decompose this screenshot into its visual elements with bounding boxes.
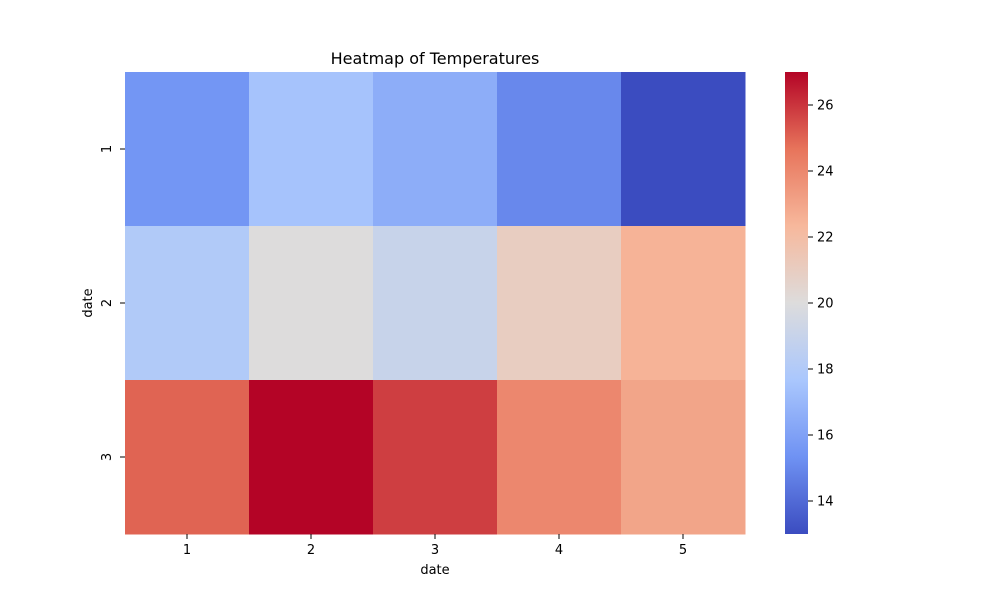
colorbar-tick-label: 24 bbox=[817, 165, 834, 180]
colorbar-tick-label: 14 bbox=[817, 495, 834, 510]
colorbar-tick-label: 18 bbox=[817, 363, 834, 378]
x-tick-label: 2 bbox=[307, 543, 315, 558]
y-axis-label: date bbox=[81, 288, 96, 317]
heatmap-cell bbox=[497, 72, 622, 227]
heatmap-cell bbox=[125, 380, 250, 535]
x-axis-ticks: 1 2 3 4 5 bbox=[183, 534, 687, 558]
heatmap-cell bbox=[249, 226, 374, 381]
heatmap-cell bbox=[249, 72, 374, 227]
colorbar bbox=[785, 72, 808, 534]
heatmap-cell bbox=[249, 380, 374, 535]
x-tick-label: 5 bbox=[679, 543, 687, 558]
heatmap-cells bbox=[125, 72, 746, 535]
colorbar-tick-label: 20 bbox=[817, 297, 834, 312]
x-tick-label: 3 bbox=[431, 543, 439, 558]
x-axis-label: date bbox=[420, 563, 449, 578]
x-tick-label: 1 bbox=[183, 543, 191, 558]
heatmap-cell bbox=[373, 72, 498, 227]
heatmap-cell bbox=[125, 72, 250, 227]
heatmap-cell bbox=[621, 380, 746, 535]
y-tick-label: 2 bbox=[100, 299, 115, 307]
heatmap-cell bbox=[373, 226, 498, 381]
heatmap-cell bbox=[373, 380, 498, 535]
heatmap-cell bbox=[621, 226, 746, 381]
heatmap-cell bbox=[497, 226, 622, 381]
chart-title: Heatmap of Temperatures bbox=[331, 49, 540, 68]
colorbar-tick-label: 16 bbox=[817, 429, 834, 444]
heatmap-cell bbox=[621, 72, 746, 227]
colorbar-tick-label: 22 bbox=[817, 231, 834, 246]
x-tick-label: 4 bbox=[555, 543, 563, 558]
y-tick-label: 3 bbox=[100, 453, 115, 461]
y-axis-ticks: 1 2 3 bbox=[100, 145, 125, 461]
colorbar-ticks: 14 16 18 20 22 24 26 bbox=[808, 99, 834, 510]
heatmap-cell bbox=[125, 226, 250, 381]
y-tick-label: 1 bbox=[100, 145, 115, 153]
colorbar-tick-label: 26 bbox=[817, 99, 834, 114]
heatmap-cell bbox=[497, 380, 622, 535]
